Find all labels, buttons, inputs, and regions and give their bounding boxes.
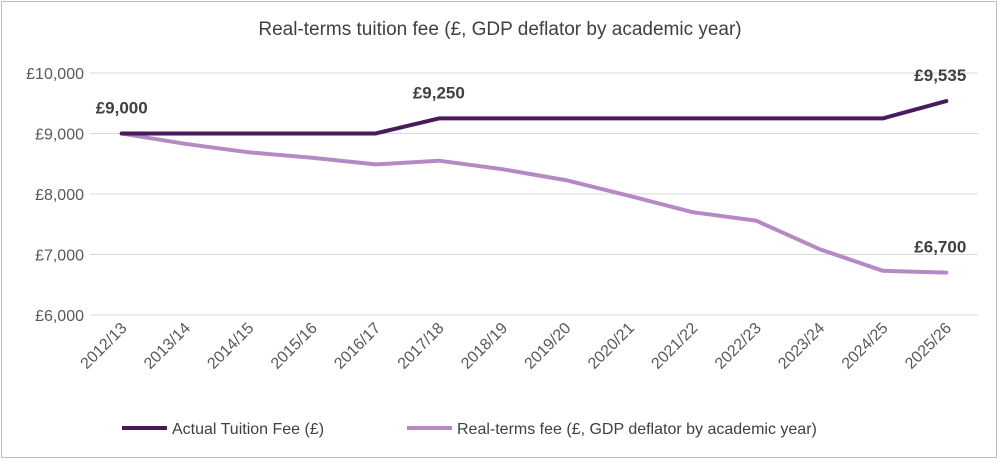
x-tick-label: 2022/23 — [712, 320, 765, 373]
gridlines — [90, 72, 978, 316]
x-tick-label: 2021/22 — [648, 320, 701, 373]
y-tick-label: £10,000 — [26, 66, 84, 83]
x-tick-label: 2023/24 — [775, 320, 828, 373]
data-labels: £9,000 £9,250 £9,535 £6,700 — [96, 66, 967, 257]
legend: Actual Tuition Fee (£) Real-terms fee (£,… — [122, 421, 817, 438]
x-tick-label: 2024/25 — [839, 320, 892, 373]
x-tick-label: 2016/17 — [331, 320, 384, 373]
series-line-1 — [119, 99, 949, 136]
x-tick-label: 2012/13 — [78, 320, 131, 373]
series-lines — [119, 99, 949, 275]
legend-label: Actual Tuition Fee (£) — [172, 421, 324, 438]
x-tick-label: 2013/14 — [141, 320, 194, 373]
x-tick-label: 2019/20 — [522, 320, 575, 373]
x-tick-label: 2025/26 — [902, 320, 955, 373]
x-tick-label: 2014/15 — [204, 320, 257, 373]
data-label: £9,250 — [413, 83, 465, 102]
legend-label: Real-terms fee (£, GDP deflator by acade… — [457, 421, 817, 438]
data-label: £9,535 — [914, 66, 966, 85]
x-tick-label: 2017/18 — [395, 320, 448, 373]
y-tick-label: £8,000 — [35, 187, 84, 204]
chart-title: Real-terms tuition fee (£, GDP deflator … — [258, 19, 741, 40]
y-axis-ticks: £6,000 £7,000 £8,000 £9,000 £10,000 — [26, 66, 84, 325]
y-tick-label: £6,000 — [35, 308, 84, 325]
data-label: £6,700 — [914, 238, 966, 257]
x-axis-ticks: 2012/13 2013/14 2014/15 2015/16 2016/17 2017/… — [78, 320, 956, 373]
series-line-2 — [119, 131, 949, 275]
y-tick-label: £7,000 — [35, 248, 84, 265]
x-tick-label: 2015/16 — [268, 320, 321, 373]
y-tick-label: £9,000 — [35, 127, 84, 144]
x-tick-label: 2020/21 — [585, 320, 638, 373]
x-tick-label: 2018/19 — [458, 320, 511, 373]
data-label: £9,000 — [96, 99, 148, 118]
